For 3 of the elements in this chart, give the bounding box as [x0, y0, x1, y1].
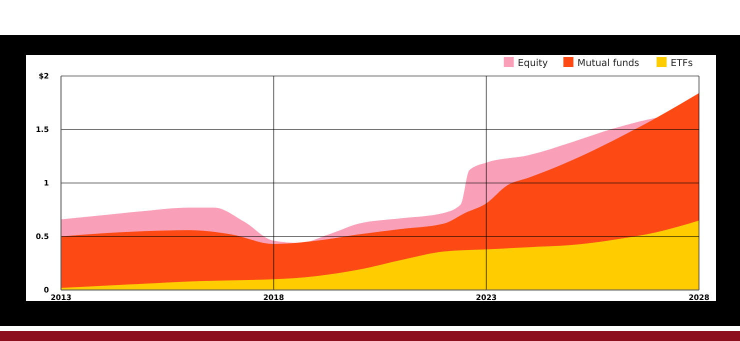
legend-label: Mutual funds — [577, 58, 640, 69]
legend-label: Equity — [518, 58, 548, 69]
legend-label: ETFs — [670, 58, 693, 69]
